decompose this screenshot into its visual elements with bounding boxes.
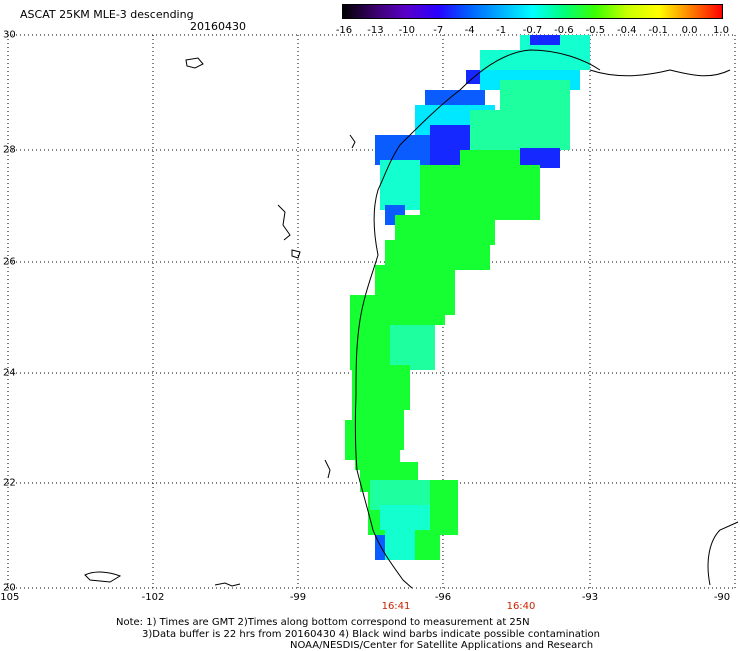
swath-cell bbox=[420, 165, 540, 220]
note-line-1: Note: 1) Times are GMT 2)Times along bot… bbox=[116, 617, 530, 628]
swath-cell bbox=[470, 110, 570, 150]
colorbar-label: -0.7 bbox=[522, 25, 543, 36]
wind-data-swath bbox=[345, 35, 590, 560]
colorbar-label: 1.0 bbox=[713, 25, 729, 36]
swath-cell bbox=[500, 80, 570, 110]
swath-cell bbox=[520, 148, 560, 168]
colorbar-label: -7 bbox=[433, 25, 444, 36]
latitude-label: 28 bbox=[3, 144, 16, 156]
colorbar-label: -1 bbox=[496, 25, 507, 36]
colorbar-label: -0.6 bbox=[554, 25, 574, 36]
longitude-label: -90 bbox=[713, 592, 731, 603]
swath-cell bbox=[380, 160, 420, 210]
colorbar-label: -0.1 bbox=[648, 25, 668, 36]
swath-cell bbox=[352, 365, 410, 410]
longitude-label: -96 bbox=[434, 592, 452, 603]
longitude-label: -105 bbox=[0, 592, 20, 603]
latitude-label: 26 bbox=[3, 256, 16, 268]
latitude-label: 24 bbox=[3, 367, 16, 379]
swath-cell bbox=[530, 35, 560, 45]
swath-cell bbox=[390, 325, 435, 370]
swath-cell bbox=[375, 535, 385, 560]
colorbar-label: -16 bbox=[335, 25, 353, 36]
longitude-label: -99 bbox=[289, 592, 307, 603]
swath-cell bbox=[480, 50, 590, 70]
swath-cell bbox=[425, 90, 485, 105]
pass-time-1: 16:41 bbox=[381, 601, 411, 612]
latitude-label: 20 bbox=[3, 582, 16, 594]
swath-cell bbox=[385, 530, 415, 560]
longitude-label: -93 bbox=[581, 592, 599, 603]
note-line-2: 3)Data buffer is 22 hrs from 20160430 4)… bbox=[142, 629, 600, 640]
longitude-label: -102 bbox=[141, 592, 165, 603]
colorbar-label: -13 bbox=[367, 25, 384, 36]
latitude-label: 30 bbox=[3, 29, 16, 41]
colorbar-label: -0.5 bbox=[585, 25, 606, 36]
credit-line: NOAA/NESDIS/Center for Satellite Applica… bbox=[290, 640, 594, 651]
colorbar-label: -0.4 bbox=[616, 25, 637, 36]
colorbar bbox=[342, 4, 723, 19]
colorbar-label: -10 bbox=[398, 25, 415, 36]
pass-time-2: 16:40 bbox=[506, 601, 536, 612]
latitude-label: 22 bbox=[3, 477, 16, 489]
colorbar-label: 0.0 bbox=[681, 25, 698, 36]
product-title: ASCAT 25KM MLE-3 descending bbox=[20, 8, 194, 21]
colorbar-label: -4 bbox=[464, 25, 475, 36]
product-date: 20160430 bbox=[190, 20, 246, 33]
coastline bbox=[84, 49, 739, 589]
